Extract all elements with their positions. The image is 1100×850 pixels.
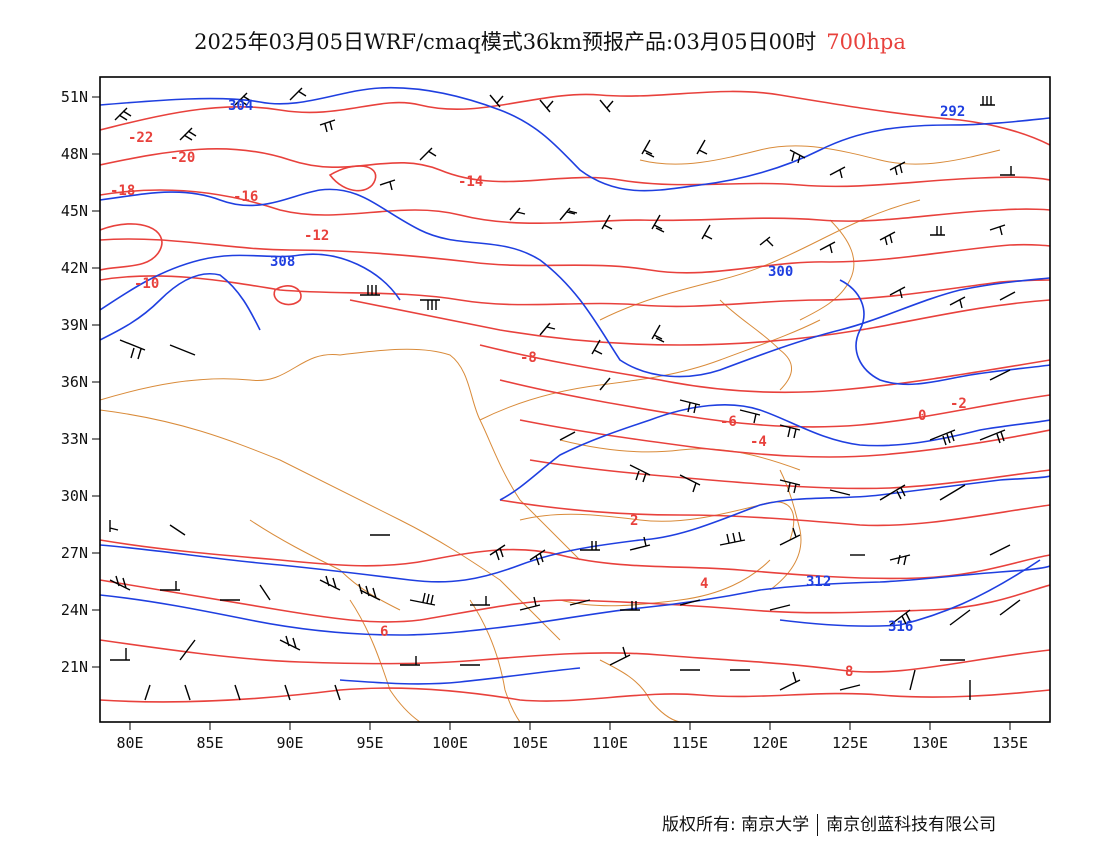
lat-tick-label: 36N [61,373,88,391]
lat-tick-label: 24N [61,601,88,619]
isotherm-label: -12 [304,228,329,244]
lat-tick-label: 27N [61,544,88,562]
height-lines [100,86,1050,685]
lat-tick-label: 48N [61,145,88,163]
title-main: 2025年03月05日WRF/cmaq模式36km预报产品:03月05日00时 [194,30,817,54]
isotherm-label: -8 [520,350,537,366]
lat-tick-label: 42N [61,259,88,277]
lon-tick-label: 80E [116,734,143,752]
lon-tick-label: 100E [432,734,468,752]
isotherm-label: -18 [110,183,135,199]
lat-axis: 51N 48N 45N 42N 39N 36N 33N 30N 27N 24N 21N [61,88,100,676]
lon-tick-label: 120E [752,734,788,752]
lat-tick-label: 39N [61,316,88,334]
lat-tick-label: 51N [61,88,88,106]
title-level: 700hpa [826,30,906,54]
lon-tick-label: 110E [592,734,628,752]
isotherm-label: -6 [720,414,737,430]
lon-tick-label: 95E [356,734,383,752]
isotherm-label: 0 [918,408,926,424]
isotherm-label: -14 [458,174,483,190]
footer-separator [817,814,819,836]
height-label: 292 [940,104,965,120]
isotherm-label: 2 [630,513,638,529]
lon-tick-label: 90E [276,734,303,752]
lat-tick-label: 33N [61,430,88,448]
height-label: 308 [270,254,295,270]
height-label: 316 [888,619,913,635]
lon-axis: 80E 85E 90E 95E 100E 105E 110E 115E 120E 125E 130E… [116,722,1028,752]
lon-tick-label: 115E [672,734,708,752]
isotherm-lines [100,90,1050,703]
lon-tick-label: 85E [196,734,223,752]
copyright-footer: 版权所有: 南京大学 南京创蓝科技有限公司 [662,810,996,836]
map-frame [99,76,1051,723]
isotherm-label: -10 [134,276,159,292]
footer-left: 版权所有: 南京大学 [662,815,810,835]
lat-tick-label: 30N [61,487,88,505]
isotherm-label: -20 [170,150,195,166]
isotherm-label: -4 [750,434,767,450]
lat-tick-label: 45N [61,202,88,220]
chart-title: 2025年03月05日WRF/cmaq模式36km预报产品:03月05日00时 7… [0,26,1100,56]
isotherm-label: 4 [700,576,708,592]
lon-tick-label: 105E [512,734,548,752]
isotherm-label: 6 [380,624,388,640]
wind-barbs [109,87,1021,701]
lon-tick-label: 130E [912,734,948,752]
height-label: 300 [768,264,793,280]
lon-tick-label: 125E [832,734,868,752]
isotherm-label: 8 [845,664,853,680]
height-label: 304 [228,98,253,114]
footer-right: 南京创蓝科技有限公司 [826,815,997,835]
height-label: 312 [806,574,831,590]
isotherm-label: -22 [128,130,153,146]
contour-labels: -22 -20 -18 -16 -14 -12 -10 -8 -6 -4 -2 … [110,98,967,680]
isotherm-label: -2 [950,396,967,412]
lon-tick-label: 135E [992,734,1028,752]
isotherm-label: -16 [233,189,258,205]
lat-tick-label: 21N [61,658,88,676]
border-lines [100,145,1001,722]
